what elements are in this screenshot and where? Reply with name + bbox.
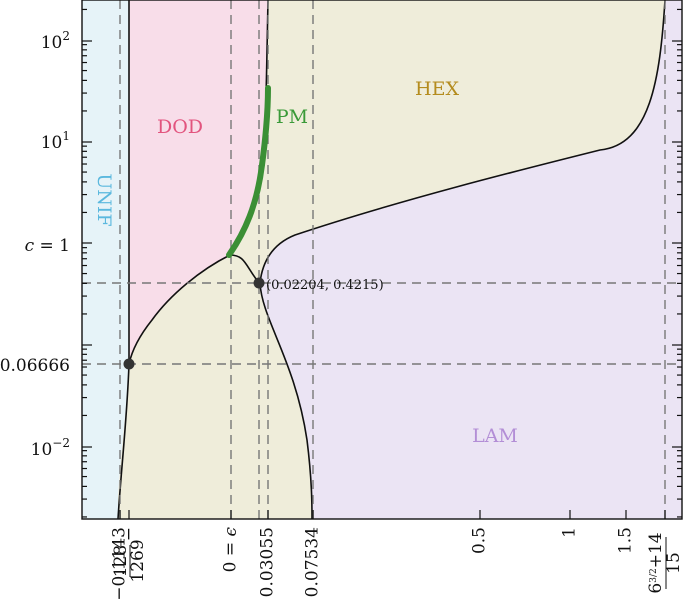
- dod-hex-boundary: [128, 254, 260, 365]
- y-tick-label-0.06666: 0.06666: [0, 356, 70, 376]
- region-label-dod: DOD: [157, 116, 203, 138]
- unif-hex-boundary: [117, 363, 130, 520]
- x-tick-label-0.07534: 0.07534: [303, 527, 323, 597]
- x-tick-label-0.5: 0.5: [470, 527, 490, 554]
- plot-frame: [81, 0, 683, 520]
- dod-region: [129, 0, 268, 364]
- pm-curve: [226, 85, 271, 258]
- phase-regions: [82, 0, 682, 519]
- x-tick-label-fraction: − 128 1269: [111, 527, 148, 583]
- svg-text:−: −: [119, 527, 139, 541]
- svg-text:128: 128: [111, 545, 131, 577]
- x-tick-labels: −0.1143 − 128 1269 0 = ϵ 0.03055 0.07534…: [110, 527, 685, 601]
- x-tick-label-1: 1: [560, 527, 580, 538]
- y-tick-label-0.01: 10−2: [31, 436, 70, 460]
- x-tick-label-1.5: 1.5: [616, 527, 636, 554]
- point-triple-dod: [123, 358, 135, 370]
- y-tick-label-1: c = 1: [25, 236, 70, 256]
- region-label-pm: PM: [276, 106, 308, 128]
- region-label-hex: HEX: [415, 78, 459, 100]
- region-label-unif: UNIF: [93, 173, 115, 226]
- svg-text:15: 15: [664, 552, 684, 574]
- special-points: [123, 277, 265, 370]
- point-triple-hex: [253, 277, 265, 289]
- y-tick-labels: 102 101 c = 1 0.06666 10−2: [0, 29, 70, 460]
- guide-lines: [82, 0, 682, 519]
- region-labels: UNIF DOD PM HEX LAM: [93, 78, 518, 447]
- region-label-lam: LAM: [472, 425, 518, 447]
- hex-lam-boundary: [259, 0, 666, 520]
- pm-curve-group: [226, 85, 271, 258]
- x-tick-label-max: 63/2+14 15: [646, 532, 684, 593]
- svg-text:63/2+14: 63/2+14: [646, 532, 666, 593]
- svg-text:1269: 1269: [128, 539, 148, 582]
- x-tick-label-0.03055: 0.03055: [258, 527, 278, 597]
- y-tick-label-100: 102: [41, 29, 70, 53]
- x-tick-label-m0.1143: −0.1143: [110, 527, 130, 601]
- unif-region: [82, 0, 129, 519]
- point-annotation: (0.02204, 0.4215): [266, 278, 384, 293]
- x-tick-label-zero: 0 = ϵ: [221, 527, 241, 573]
- y-tick-label-10: 101: [41, 129, 70, 153]
- axis-ticks: [82, 8, 682, 519]
